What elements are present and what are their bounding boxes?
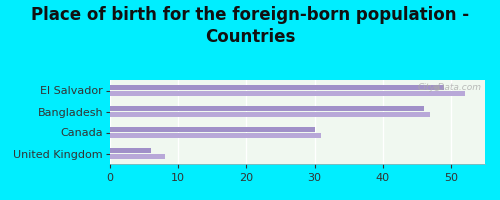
Bar xyxy=(110,148,151,153)
Bar xyxy=(110,133,322,138)
Text: City-Data.com: City-Data.com xyxy=(417,83,481,92)
Bar xyxy=(110,112,430,117)
Bar xyxy=(110,85,444,90)
Bar xyxy=(110,91,465,96)
Bar xyxy=(110,106,424,111)
Bar xyxy=(110,154,164,159)
Text: ●: ● xyxy=(433,83,440,92)
Text: Place of birth for the foreign-born population -
Countries: Place of birth for the foreign-born popu… xyxy=(31,6,469,46)
Bar xyxy=(110,127,314,132)
